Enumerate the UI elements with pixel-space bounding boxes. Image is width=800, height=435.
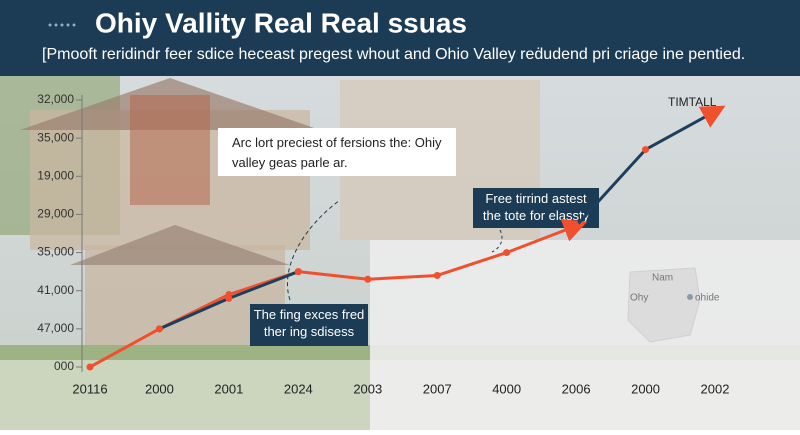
x-tick-label: 2006: [562, 381, 591, 396]
brick-wall: [130, 95, 210, 205]
map-label: Nam: [652, 273, 673, 284]
annotation-text: ther ing sdisess: [264, 324, 355, 339]
y-tick-label: 41,000: [37, 283, 74, 297]
point: [155, 325, 163, 333]
annotation-text: the tote for elassty: [483, 208, 590, 223]
annotation: The fing exces fred ther ing sdisess: [254, 307, 365, 339]
point: [364, 275, 372, 283]
x-tick-label: 2000: [145, 381, 174, 396]
y-tick-label: 47,000: [37, 321, 74, 335]
x-tick-label: 20116: [72, 381, 107, 396]
point: [86, 363, 94, 371]
x-tick-label: 2002: [701, 381, 730, 396]
point: [294, 268, 302, 276]
annotation-text: Arc lort preciest of fersions the: Ohiy: [232, 135, 442, 150]
chart-subtitle: [Pmooft reridindr feer sdice heceast pre…: [42, 46, 745, 63]
point: [503, 249, 511, 257]
annotation-text: The fing exces fred: [254, 307, 365, 322]
x-tick-label: 2003: [353, 381, 382, 396]
x-tick-label: 2001: [214, 381, 243, 396]
header: [0, 0, 800, 76]
axis-band: [0, 360, 800, 430]
x-tick-label: 2007: [423, 381, 452, 396]
annotation: Arc lort preciest of fersions the: Ohiy v…: [232, 135, 442, 170]
annotation-box: [250, 304, 368, 346]
series-label: TIMTALL: [668, 95, 717, 109]
point: [711, 107, 719, 115]
y-tick-label: 000: [54, 359, 74, 373]
x-tick-label: 2024: [284, 381, 313, 396]
point: [572, 222, 580, 230]
chart-title: Ohiy Vallity Real Real ssuas: [95, 7, 467, 38]
annotation-text: Free tirrind astest: [485, 191, 587, 206]
y-tick-label: 35,000: [37, 245, 74, 259]
x-tick-label: 4000: [492, 381, 521, 396]
y-tick-label: 35,000: [37, 130, 74, 144]
map-label: Ohy: [630, 293, 648, 304]
map-label: ohide: [695, 293, 720, 304]
annotation-arrow: [286, 199, 341, 301]
annotation-text: valley geas parle ar.: [232, 155, 348, 170]
point: [433, 271, 441, 279]
y-tick-label: 29,000: [37, 207, 74, 221]
y-tick-label: 19,000: [37, 168, 74, 182]
roof: [70, 225, 290, 265]
header-dots: [48, 23, 76, 27]
point: [225, 294, 233, 302]
map-dot: [687, 294, 693, 300]
annotation-arrow: [491, 229, 503, 253]
point: [642, 146, 650, 154]
annotation-box: [218, 128, 456, 176]
x-tick-label: 2000: [631, 381, 660, 396]
y-tick-label: 32,000: [37, 92, 74, 106]
ohio-map: [627, 267, 701, 343]
